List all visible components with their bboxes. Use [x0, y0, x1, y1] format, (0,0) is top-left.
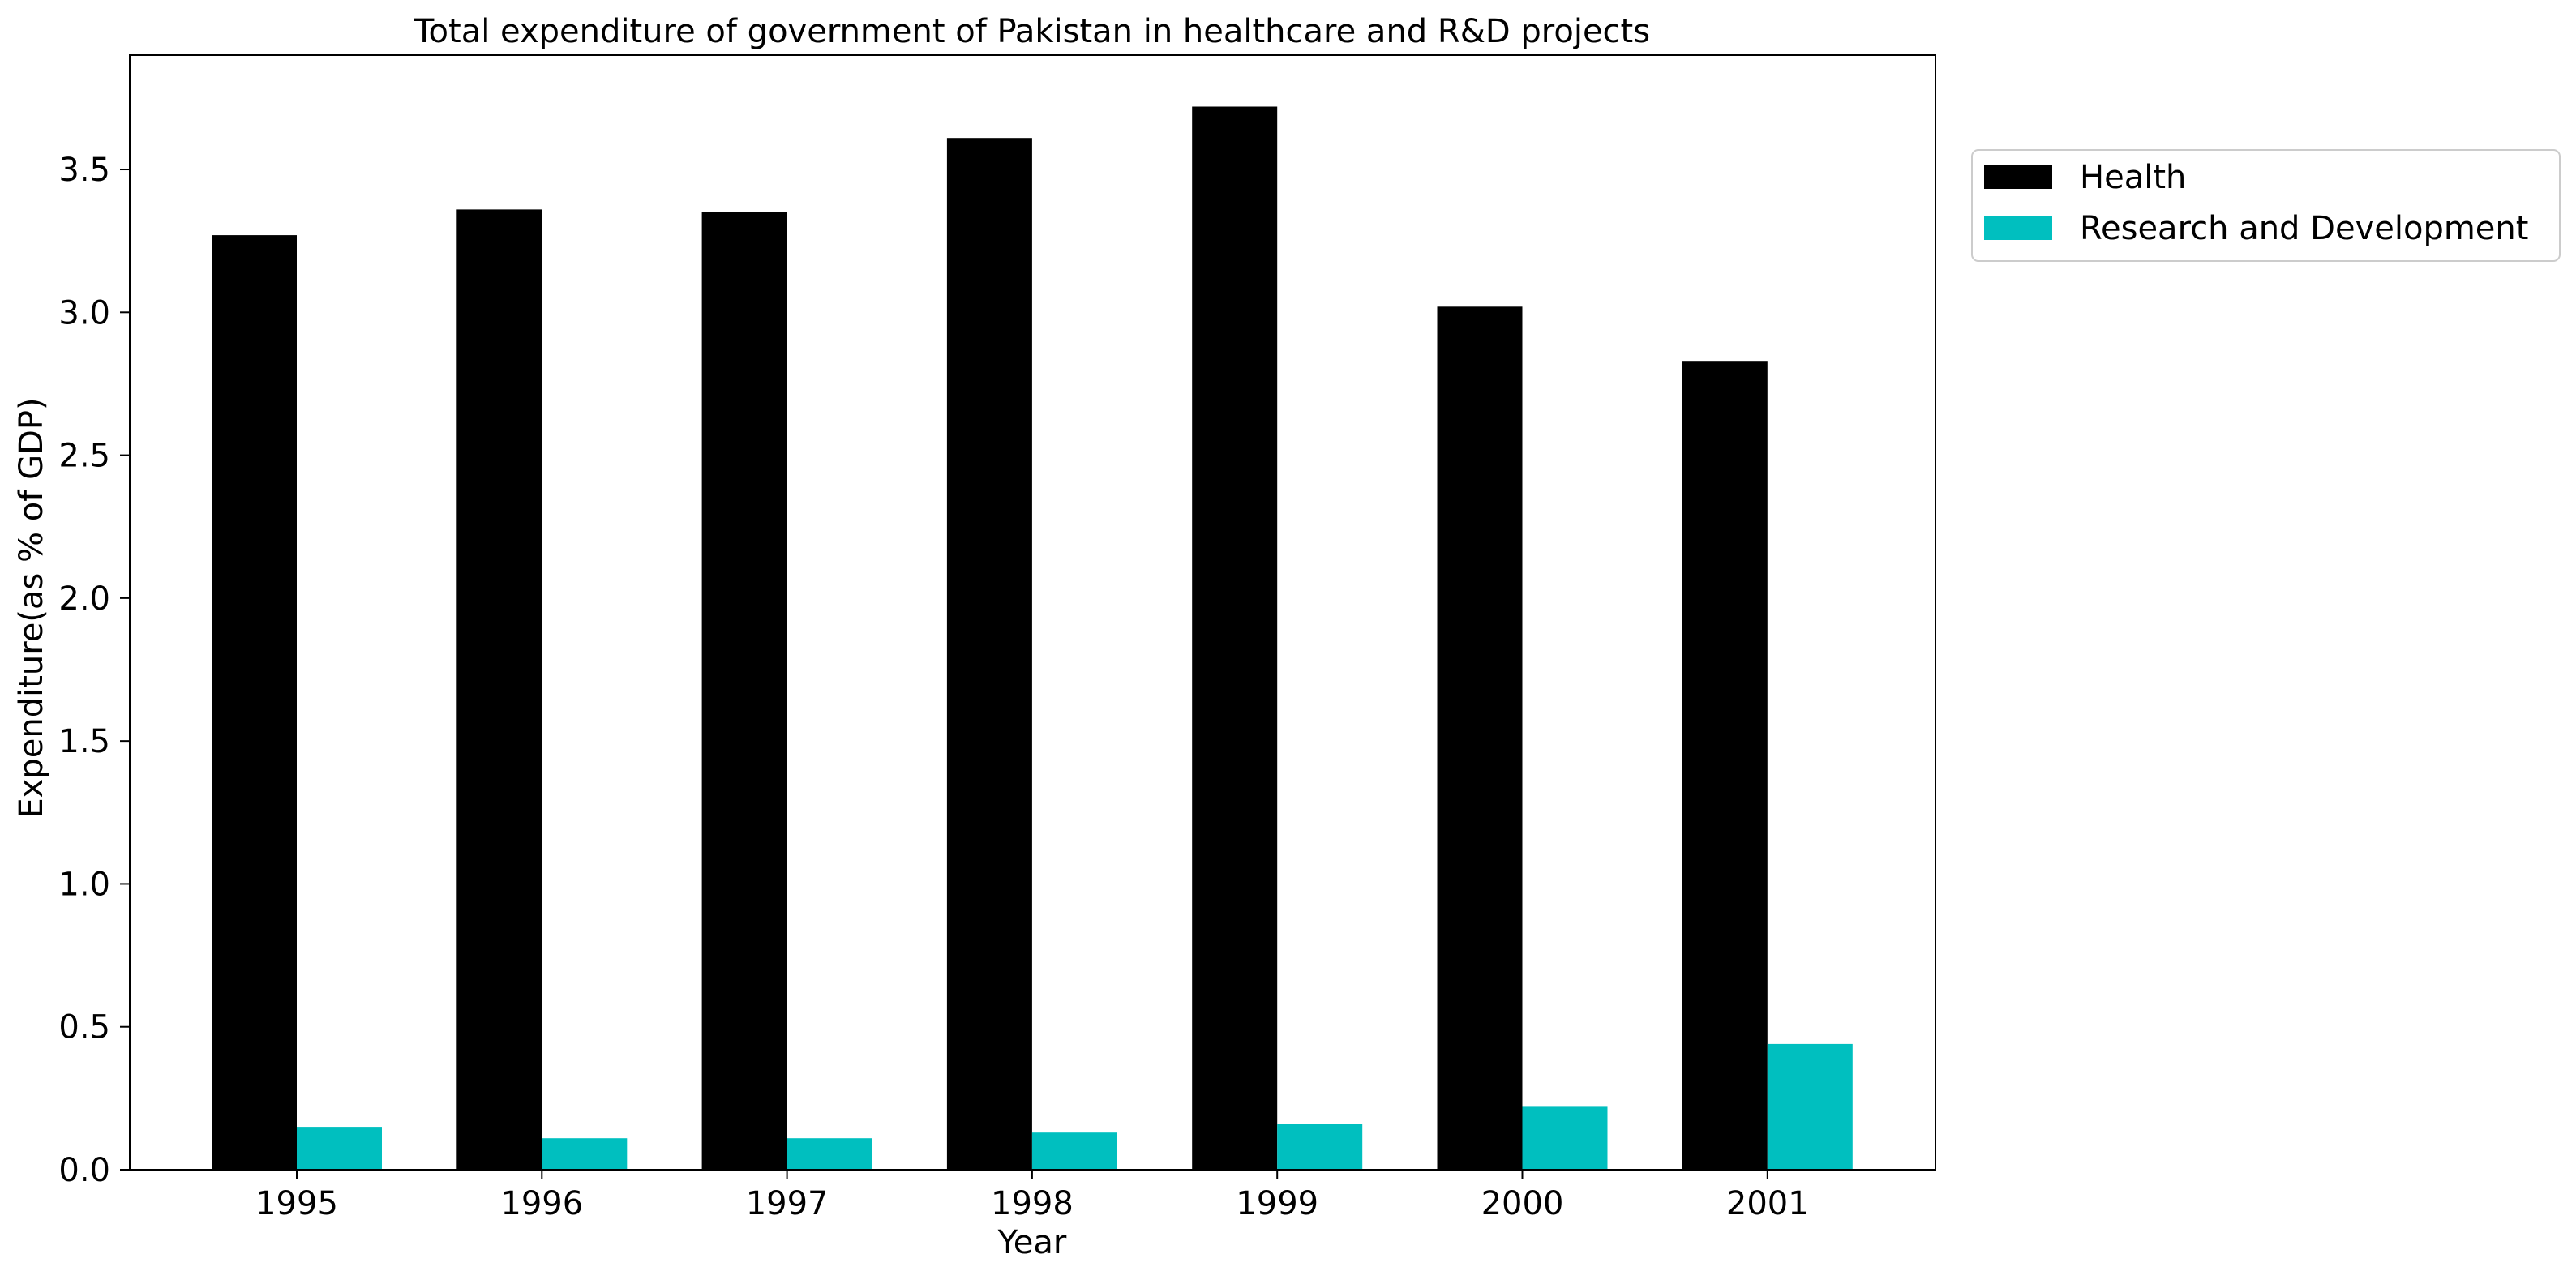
- y-tick-label-0.5: 0.5: [58, 1009, 110, 1046]
- bar-health-1998: [946, 138, 1032, 1171]
- plot-frame: [129, 54, 1936, 1171]
- bar-research-and-development-1999: [1277, 1124, 1363, 1170]
- bar-health-2000: [1437, 306, 1523, 1170]
- legend-swatch-health: [1984, 165, 2052, 189]
- bar-health-1999: [1192, 106, 1278, 1170]
- x-tick-label-2001: 2001: [1726, 1185, 1809, 1222]
- y-tick-label-2.0: 2.0: [58, 580, 110, 618]
- bar-research-and-development-1998: [1031, 1132, 1117, 1170]
- bar-health-2001: [1682, 361, 1768, 1170]
- x-tick-label-1996: 1996: [500, 1185, 583, 1222]
- legend-label-health: Health: [2080, 159, 2186, 196]
- bar-health-1995: [212, 235, 297, 1171]
- bar-research-and-development-2000: [1522, 1106, 1608, 1170]
- x-axis-ticks: 1995 1996 1997 1998 1999 2000 2001: [255, 1170, 1809, 1222]
- y-tick-label-3.0: 3.0: [58, 294, 110, 332]
- y-tick-label-1.5: 1.5: [58, 723, 110, 760]
- x-tick-label-1997: 1997: [746, 1185, 829, 1222]
- y-axis-ticks: 0.0 0.5 1.0 1.5 2.0 2.5 3.0 3.5: [58, 152, 130, 1189]
- x-tick-label-1998: 1998: [991, 1185, 1074, 1222]
- legend-box: [1971, 149, 2561, 262]
- x-tick-label-1999: 1999: [1236, 1185, 1318, 1222]
- bar-health-1996: [456, 209, 542, 1170]
- y-tick-label-0.0: 0.0: [58, 1152, 110, 1189]
- bar-health-1997: [701, 212, 787, 1170]
- y-tick-label-2.5: 2.5: [58, 438, 110, 475]
- bar-research-and-development-1996: [542, 1138, 628, 1170]
- legend: Health Research and Development: [1971, 149, 2561, 262]
- x-tick-label-2000: 2000: [1481, 1185, 1564, 1222]
- y-axis-label: Expenditure(as % of GDP): [13, 397, 50, 818]
- bar-research-and-development-1995: [297, 1127, 382, 1170]
- x-axis-label: Year: [997, 1224, 1067, 1261]
- bar-research-and-development-1997: [787, 1138, 872, 1170]
- bars-layer: [212, 106, 1853, 1171]
- x-tick-label-1995: 1995: [255, 1185, 338, 1222]
- legend-swatch-research-and-development: [1984, 216, 2052, 240]
- legend-label-research-and-development: Research and Development: [2080, 210, 2528, 247]
- y-tick-label-3.5: 3.5: [58, 152, 110, 189]
- chart-title: Total expenditure of government of Pakis…: [414, 13, 1650, 50]
- y-tick-label-1.0: 1.0: [58, 866, 110, 903]
- bar-research-and-development-2001: [1767, 1043, 1853, 1170]
